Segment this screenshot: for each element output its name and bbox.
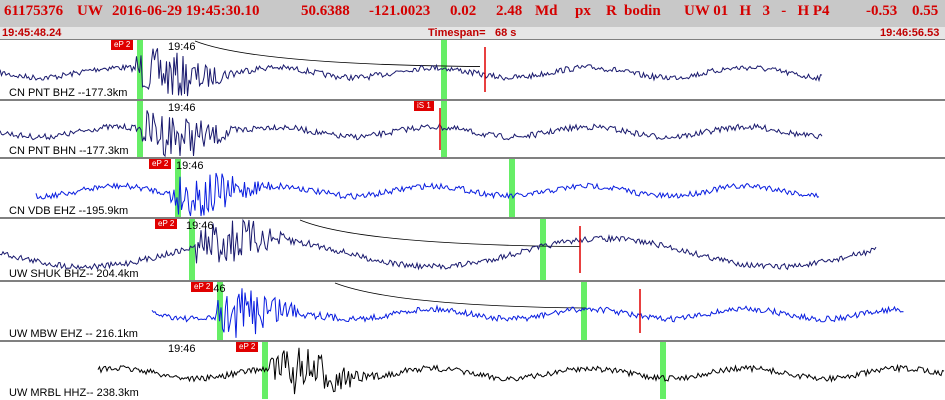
waveform-trace[interactable] bbox=[35, 172, 820, 217]
pick-label[interactable]: eP 2 bbox=[111, 40, 134, 50]
pick-label[interactable]: eP 2 bbox=[236, 342, 259, 352]
event-network: UW bbox=[77, 3, 103, 19]
event-id: 61175376 bbox=[4, 3, 64, 19]
event-magnitude: 2.48 bbox=[496, 3, 523, 19]
event-analyst: bodin bbox=[624, 3, 661, 19]
time-tick-label: 19:46 bbox=[186, 220, 214, 232]
arrival-curve bbox=[194, 40, 481, 67]
pick-marker[interactable] bbox=[581, 282, 587, 340]
waveform-trace[interactable] bbox=[0, 48, 823, 97]
time-tick-label: 19:46 bbox=[168, 343, 196, 355]
event-lat: 50.6388 bbox=[301, 3, 350, 19]
event-rms: 0.55 bbox=[912, 3, 939, 19]
station-label: UW MRBL HHZ-- 238.3km bbox=[9, 387, 139, 399]
event-type: px bbox=[575, 3, 591, 19]
event-header bbox=[0, 0, 945, 27]
station-label: UW MBW EHZ -- 216.1km bbox=[9, 328, 138, 340]
event-residual: -0.53 bbox=[866, 3, 898, 19]
pick-marker[interactable] bbox=[509, 159, 515, 217]
seismogram-panels[interactable] bbox=[0, 39, 945, 400]
pick-marker[interactable] bbox=[189, 219, 195, 280]
arrival-curve bbox=[299, 219, 581, 248]
event-tail: UW 01 H 3 - H P4 bbox=[684, 3, 830, 19]
time-tick-label: 19:46 bbox=[168, 41, 196, 53]
event-review: R bbox=[606, 3, 617, 19]
waveform-trace[interactable] bbox=[0, 110, 823, 158]
time-tick-label: 19:46 bbox=[176, 160, 204, 172]
pick-label[interactable]: eP 2 bbox=[149, 159, 172, 169]
station-label: CN VDB EHZ --195.9km bbox=[9, 205, 129, 217]
waveform-trace[interactable] bbox=[0, 218, 877, 271]
waveform-trace[interactable] bbox=[97, 347, 945, 395]
station-label: CN PNT BHN --177.3km bbox=[9, 145, 129, 157]
pick-marker[interactable] bbox=[217, 282, 223, 340]
waveform-trace[interactable] bbox=[151, 288, 904, 338]
pick-label[interactable]: eP 2 bbox=[155, 219, 178, 229]
pick-marker[interactable] bbox=[540, 219, 546, 280]
pick-label[interactable]: iS 1 bbox=[414, 101, 434, 111]
event-depth: 0.02 bbox=[450, 3, 477, 19]
arrival-curve bbox=[334, 282, 586, 309]
station-label: CN PNT BHZ --177.3km bbox=[9, 87, 128, 99]
timespan-label: Timespan= bbox=[428, 27, 486, 39]
event-mag-type: Md bbox=[535, 3, 558, 19]
event-datetime: 2016-06-29 19:45:30.10 bbox=[112, 3, 260, 19]
station-label: UW SHUK BHZ-- 204.4km bbox=[9, 268, 139, 280]
pick-marker[interactable] bbox=[175, 159, 181, 217]
time-tick-label: 19:46 bbox=[168, 102, 196, 114]
pick-marker[interactable] bbox=[660, 342, 666, 399]
event-lon: -121.0023 bbox=[369, 3, 431, 19]
time-bar bbox=[0, 27, 945, 39]
pick-label[interactable]: eP 2 bbox=[191, 282, 214, 292]
start-time: 19:45:48.24 bbox=[2, 27, 62, 39]
timespan-value: 68 s bbox=[495, 27, 517, 39]
end-time: 19:46:56.53 bbox=[880, 27, 940, 39]
pick-marker[interactable] bbox=[441, 40, 447, 99]
